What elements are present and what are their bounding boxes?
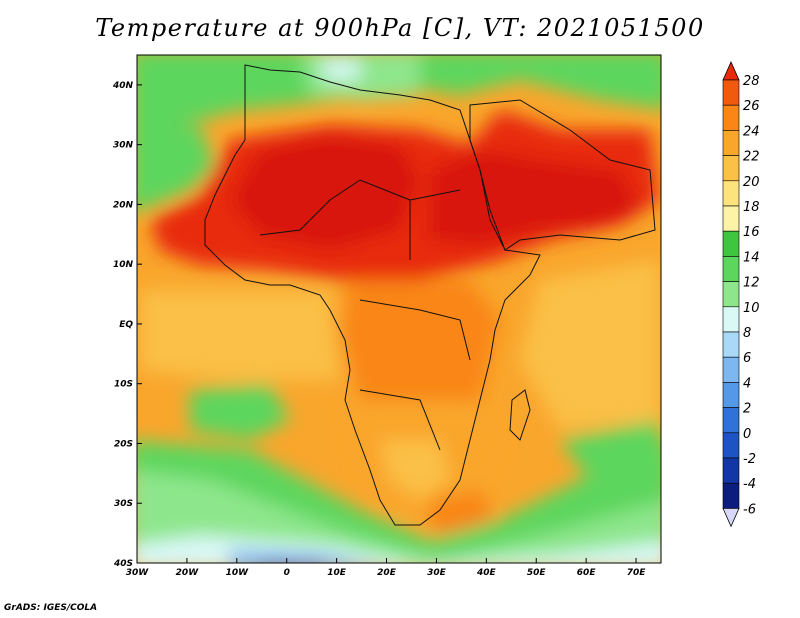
colorbar-label: 14 <box>743 250 760 265</box>
lat-tick-label: 30S <box>114 499 133 509</box>
colorbar-label: -6 <box>743 502 756 517</box>
colorbar-swatch <box>722 482 740 509</box>
colorbar-label: -4 <box>743 477 756 492</box>
credit-label: GrADS: IGES/COLA <box>4 603 98 613</box>
colorbar-label: -2 <box>743 452 756 467</box>
lat-tick-label: 10N <box>113 260 134 270</box>
lon-tick-label: 10E <box>327 568 347 578</box>
map-frame <box>136 54 662 564</box>
lat-tick-label: 40N <box>112 81 134 91</box>
colorbar-swatch <box>722 382 740 408</box>
lat-tick-label: 10S <box>114 380 133 390</box>
lon-tick-label: 50E <box>527 568 547 578</box>
colorbar-label: 12 <box>743 276 760 291</box>
colorbar-swatch <box>722 356 740 383</box>
lat-tick-label: 30N <box>113 141 134 151</box>
temperature-field <box>137 55 661 563</box>
lon-tick-label: 70E <box>627 568 647 578</box>
lat-tick-label: EQ <box>119 320 133 330</box>
colorbar-label: 8 <box>743 326 751 341</box>
lon-tick-label: 20E <box>377 568 397 578</box>
lat-tick-label: 20N <box>113 200 134 210</box>
colorbar-top-arrow <box>722 61 740 81</box>
colorbar-label: 16 <box>743 225 760 240</box>
lon-tick-label: 30W <box>126 568 150 578</box>
colorbar-label: 4 <box>743 376 751 391</box>
colorbar-label: 18 <box>743 200 760 215</box>
colorbar-swatch <box>722 180 740 207</box>
colorbar-swatch <box>722 104 740 131</box>
lon-tick-label: 60E <box>577 568 597 578</box>
latitude-axis: 40N 30N 20N 10N EQ 10S 20S 30S 40S <box>112 81 142 569</box>
colorbar-label: 10 <box>743 301 760 316</box>
colorbar-swatch <box>722 155 740 182</box>
colorbar-label: 22 <box>743 150 760 165</box>
colorbar-swatch <box>722 407 740 434</box>
colorbar-swatch <box>722 457 740 484</box>
lon-tick-label: 20W <box>176 568 200 578</box>
longitude-axis: 30W 20W 10W 0 10E 20E 30E 40E 50E 60E 70E <box>126 558 646 578</box>
colorbar-label: 6 <box>743 351 751 366</box>
coastlines <box>204 64 656 526</box>
colorbar-swatch <box>722 130 740 156</box>
chart-title: Temperature at 900hPa [C], VT: 202105150… <box>95 14 705 42</box>
lon-tick-label: 10W <box>226 568 250 578</box>
colorbar-label: 2 <box>743 402 751 417</box>
colorbar-label: 24 <box>743 124 760 139</box>
colorbar-label: 0 <box>743 427 751 442</box>
lon-tick-label: 30E <box>427 568 447 578</box>
colorbar-swatch <box>722 230 740 257</box>
colorbar-swatch <box>722 79 740 106</box>
lon-tick-label: 40E <box>476 568 497 578</box>
lat-tick-label: 40S <box>113 559 133 569</box>
lon-tick-label: 0 <box>284 568 290 578</box>
lat-tick-label: 20S <box>114 439 133 449</box>
colorbar-label: 20 <box>743 175 760 190</box>
colorbar-label: 26 <box>743 99 760 114</box>
colorbar-swatch <box>722 432 740 459</box>
colorbar-swatch <box>722 256 740 282</box>
colorbar-swatch <box>722 281 740 308</box>
colorbar-swatch <box>722 205 740 232</box>
colorbar-swatch <box>722 306 740 333</box>
colorbar-swatch <box>722 331 740 358</box>
colorbar-label: 28 <box>743 74 760 89</box>
colorbar-bottom-arrow <box>722 507 740 528</box>
